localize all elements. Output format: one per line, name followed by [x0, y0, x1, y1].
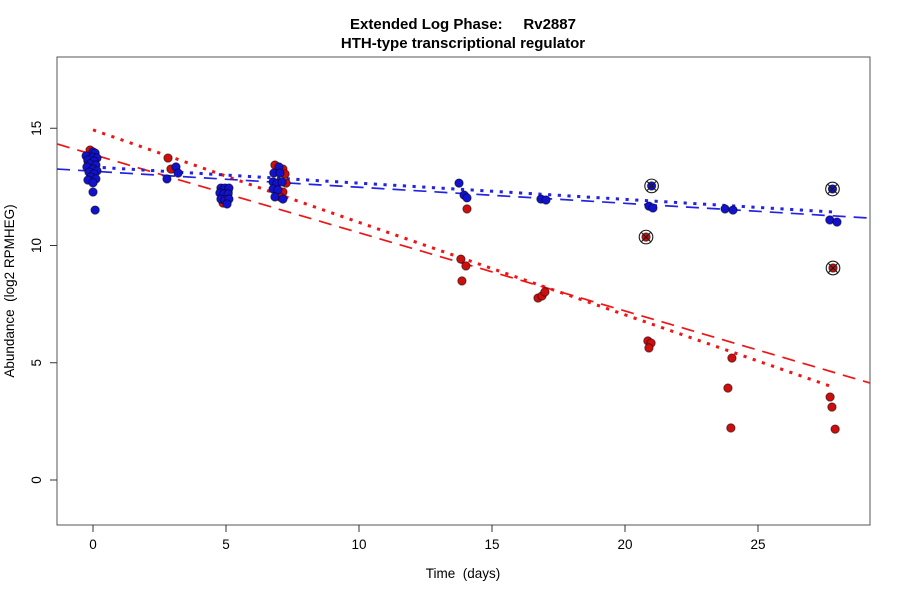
x-axis-label: Time (days) [426, 566, 501, 581]
blue-condition-point [88, 178, 98, 188]
blue-condition-point [454, 178, 464, 188]
outlier-circle-icon [638, 229, 654, 245]
red-fit-dotted-line [92, 128, 833, 389]
blue-fit-dotted-line [92, 165, 833, 214]
blue-condition-point [728, 205, 738, 215]
x-axis-ticks: 0 5 10 15 20 25 [89, 525, 766, 552]
outlier-circle-icon [825, 181, 840, 197]
blue-condition-point [462, 193, 472, 203]
plot-title-line1: Extended Log Phase: Rv2887 [350, 16, 576, 33]
blue-condition-point [277, 177, 287, 187]
red-condition-point [462, 204, 472, 214]
outlier-cross-icon [827, 262, 839, 274]
blue-condition-point [275, 168, 285, 178]
red-condition-point [727, 353, 737, 363]
red-condition-point [457, 276, 467, 286]
red-condition-point [830, 424, 840, 434]
red-condition-point [456, 254, 466, 264]
blue-condition-point [270, 192, 280, 202]
data-points [81, 145, 842, 434]
blue-condition-point [222, 199, 232, 209]
plot-box [56, 56, 871, 526]
red-condition-point [726, 423, 736, 433]
blue-condition-point [278, 194, 288, 204]
outlier-circle-icon [825, 260, 841, 276]
outlier-cross-icon [646, 180, 657, 192]
x-tick-label: 0 [89, 537, 97, 552]
red-condition-point [825, 392, 835, 402]
blue-condition-point [648, 203, 658, 213]
y-axis-label: Abundance (log2 RPMHEG) [2, 204, 17, 377]
red-condition-point [163, 153, 173, 163]
red-condition-point [540, 287, 550, 297]
red-condition-point [461, 261, 471, 271]
x-tick-label: 10 [351, 537, 366, 552]
x-tick-label: 15 [484, 537, 499, 552]
blue-condition-point [162, 174, 172, 184]
blue-condition-point [90, 205, 100, 215]
blue-condition-point [541, 195, 551, 205]
red-condition-point [644, 343, 654, 353]
blue-condition-point [173, 168, 183, 178]
x-tick-label: 20 [617, 537, 632, 552]
outlier-cross-icon [640, 231, 652, 243]
outlier-markers [638, 178, 841, 276]
outlier-cross-icon [827, 183, 838, 195]
blue-condition-point [832, 217, 842, 227]
y-tick-label: 0 [29, 476, 44, 484]
outlier-circle-icon [644, 178, 659, 194]
y-tick-label: 10 [29, 238, 44, 253]
blue-condition-point [88, 187, 98, 197]
x-tick-label: 5 [222, 537, 230, 552]
x-tick-label: 25 [750, 537, 765, 552]
y-tick-label: 15 [29, 121, 44, 136]
plot-title-line2: HTH-type transcriptional regulator [341, 35, 585, 52]
y-tick-label: 5 [29, 359, 44, 367]
red-condition-point [723, 383, 733, 393]
y-axis-ticks: 0 5 10 15 [29, 121, 57, 484]
red-condition-point [827, 402, 837, 412]
blue-condition-point [720, 204, 730, 214]
